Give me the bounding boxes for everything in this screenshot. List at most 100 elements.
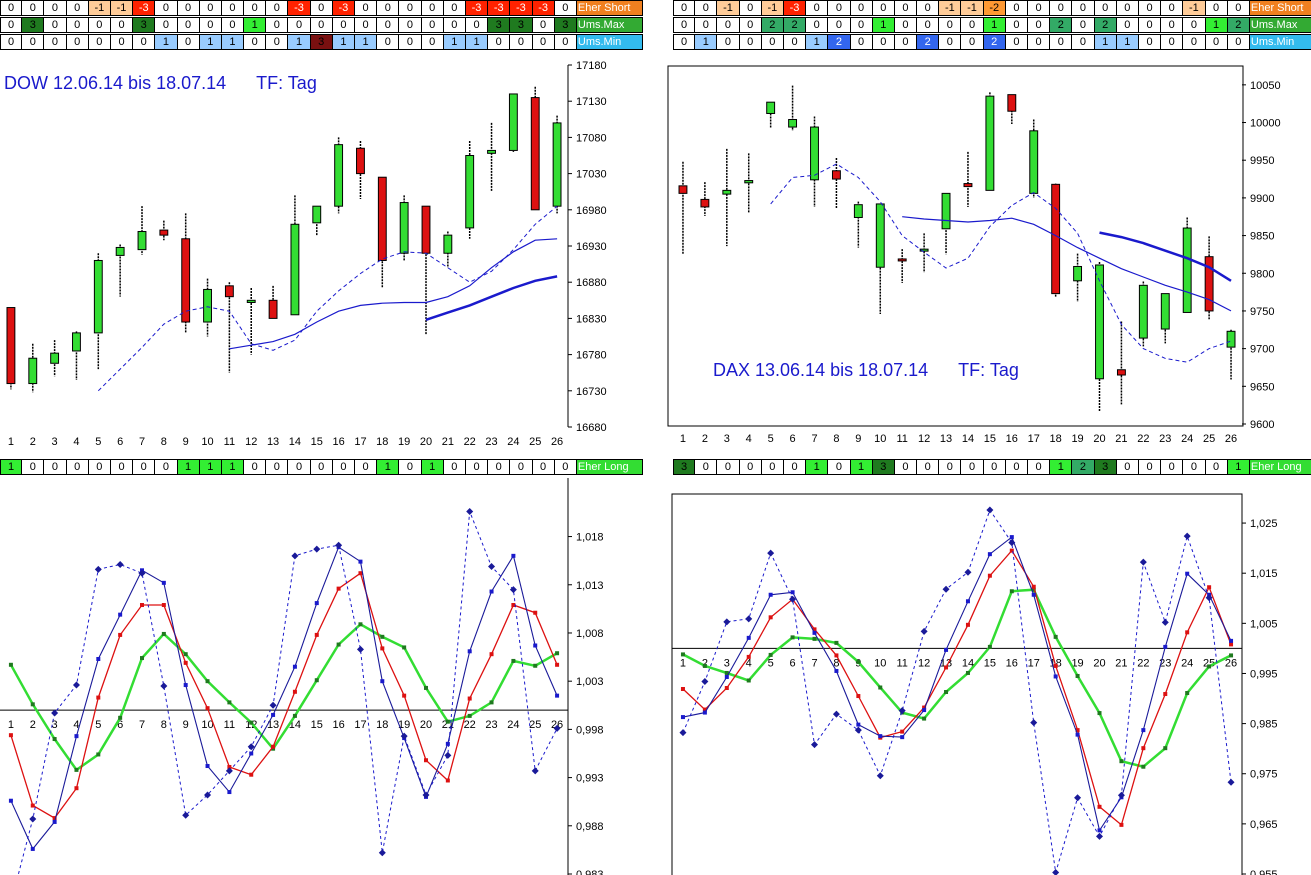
x-tick-label: 19 bbox=[398, 719, 410, 731]
signal-cell: 0 bbox=[377, 34, 400, 50]
signal-row-label: Ums.Min bbox=[576, 34, 643, 50]
signal-cell: 0 bbox=[355, 0, 378, 16]
x-tick-label: 23 bbox=[485, 436, 497, 448]
signal-cell: 0 bbox=[133, 459, 156, 475]
osc-point bbox=[1053, 674, 1058, 679]
osc-point bbox=[466, 507, 474, 515]
osc-point bbox=[72, 681, 80, 689]
x-tick-label: 10 bbox=[201, 719, 213, 731]
osc-point bbox=[746, 635, 751, 640]
osc-point bbox=[878, 685, 883, 690]
x-tick-label: 7 bbox=[139, 719, 145, 731]
signal-cell: 0 bbox=[917, 459, 940, 475]
signal-cell: 0 bbox=[266, 34, 289, 50]
dow-oscillator-chart: 0,983 0,988 0,993 0,998 1,003 1,008 1,013 1,018… bbox=[0, 478, 604, 875]
osc-point bbox=[30, 702, 35, 707]
osc-point bbox=[1030, 719, 1038, 727]
y-tick-label: 1,008 bbox=[576, 628, 604, 640]
signal-row-label: Ums.Min bbox=[1249, 34, 1311, 50]
signal-cell: 0 bbox=[850, 34, 873, 50]
osc-point bbox=[96, 657, 101, 662]
osc-point bbox=[52, 819, 57, 824]
osc-point bbox=[1141, 728, 1146, 733]
osc-point bbox=[402, 693, 407, 698]
signal-cell: 0 bbox=[695, 0, 718, 16]
x-tick-label: 1 bbox=[8, 719, 14, 731]
osc-point bbox=[247, 743, 255, 751]
signal-cell: 0 bbox=[177, 17, 200, 33]
osc-point bbox=[292, 713, 297, 718]
osc-point bbox=[1163, 692, 1168, 697]
signal-cell: 0 bbox=[806, 0, 829, 16]
osc-point bbox=[1075, 732, 1080, 737]
signal-cell: 0 bbox=[310, 459, 333, 475]
osc-point bbox=[768, 592, 773, 597]
signal-cell: 0 bbox=[288, 17, 311, 33]
signal-cell: 0 bbox=[1005, 459, 1028, 475]
osc-point bbox=[834, 668, 839, 673]
x-tick-label: 6 bbox=[790, 433, 796, 445]
candle-body bbox=[831, 170, 841, 180]
dow-signal-strip-long: 1 0 0 0 0 0 0 0 1 1 1 0 0 0 0 0 0 1 0 1 0 0 0 0 0 0 Eher Long bbox=[0, 459, 643, 475]
signal-cell: 0 bbox=[1183, 17, 1206, 33]
signal-cell: 1 bbox=[443, 34, 466, 50]
x-tick-label: 3 bbox=[52, 719, 58, 731]
x-tick-label: 20 bbox=[1093, 433, 1105, 445]
y-tick-label: 9850 bbox=[1250, 231, 1274, 243]
osc-point bbox=[965, 670, 970, 675]
osc-point bbox=[1185, 630, 1190, 635]
signal-cell: 0 bbox=[66, 0, 89, 16]
signal-cell: 0 bbox=[44, 17, 67, 33]
x-tick-label: 13 bbox=[267, 436, 279, 448]
signal-cell: 0 bbox=[761, 34, 784, 50]
y-tick-label: 0,988 bbox=[576, 821, 604, 833]
y-tick-label: 1,018 bbox=[576, 532, 604, 544]
osc-point bbox=[118, 715, 123, 720]
osc-point bbox=[1119, 759, 1124, 764]
x-tick-label: 15 bbox=[984, 657, 996, 669]
x-tick-label: 4 bbox=[746, 657, 752, 669]
osc-point bbox=[160, 682, 168, 690]
y-tick-label: 17080 bbox=[576, 132, 607, 144]
y-tick-label: 1,005 bbox=[1250, 618, 1278, 630]
x-tick-label: 10 bbox=[874, 657, 886, 669]
candle-body bbox=[93, 259, 103, 334]
signal-cell: 0 bbox=[695, 17, 718, 33]
signal-row-label: Eher Short bbox=[576, 0, 643, 16]
osc-point bbox=[854, 726, 862, 734]
candle-body bbox=[530, 97, 540, 211]
signal-cell: 0 bbox=[939, 459, 962, 475]
signal-cell: 0 bbox=[66, 34, 89, 50]
signal-cell: 1 bbox=[421, 459, 444, 475]
y-tick-label: 9950 bbox=[1250, 155, 1274, 167]
signal-cell: -3 bbox=[488, 0, 511, 16]
osc-point bbox=[444, 751, 452, 759]
x-tick-label: 6 bbox=[117, 436, 123, 448]
y-tick-label: 17130 bbox=[576, 96, 607, 108]
x-tick-label: 24 bbox=[507, 719, 519, 731]
signal-cell: -1 bbox=[1183, 0, 1206, 16]
y-tick-label: 0,998 bbox=[576, 724, 604, 736]
signal-cell: 0 bbox=[310, 0, 333, 16]
candle-body bbox=[334, 144, 344, 207]
osc-point bbox=[812, 630, 817, 635]
signal-cell: 1 bbox=[1227, 459, 1250, 475]
osc-point bbox=[724, 674, 729, 679]
signal-cell: 1 bbox=[199, 459, 222, 475]
ma-line-dashed bbox=[770, 163, 1232, 363]
osc-point bbox=[1031, 584, 1036, 589]
y-tick-label: 17030 bbox=[576, 169, 607, 181]
x-tick-label: 20 bbox=[420, 436, 432, 448]
osc-point bbox=[746, 654, 751, 659]
signal-cell: 0 bbox=[983, 459, 1006, 475]
signal-cell: 1 bbox=[1094, 34, 1117, 50]
dow-timeframe: TF: Tag bbox=[256, 73, 317, 93]
osc-point bbox=[380, 634, 385, 639]
osc-point bbox=[422, 791, 430, 799]
candle-body bbox=[722, 189, 732, 195]
osc-point bbox=[1163, 644, 1168, 649]
x-tick-label: 4 bbox=[73, 719, 79, 731]
candle-body bbox=[508, 93, 518, 151]
signal-cell: 2 bbox=[1050, 17, 1073, 33]
x-tick-label: 8 bbox=[833, 433, 839, 445]
